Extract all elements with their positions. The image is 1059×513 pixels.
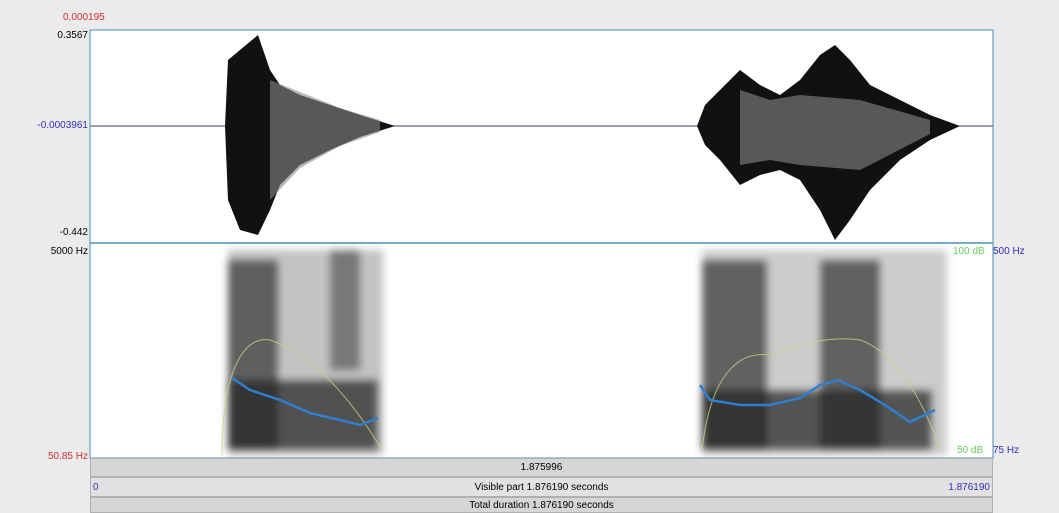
spectrogram — [228, 250, 947, 455]
amplitude-min: -0.442 — [59, 227, 88, 238]
intensity-curve — [221, 338, 941, 456]
intensity-max: 100 dB — [953, 246, 985, 257]
cursor-value: 0.000195 — [63, 12, 105, 23]
end-time: 1.876190 — [948, 482, 990, 493]
amplitude-max: 0.3567 — [57, 30, 88, 41]
waveform — [225, 35, 960, 240]
pitch-min: 75 Hz — [993, 445, 1020, 456]
min-frequency: 50.85 Hz — [47, 451, 88, 462]
start-time: 0 — [93, 482, 99, 493]
pitch-max: 500 Hz — [993, 246, 1025, 257]
amplitude-zero: -0.0003961 — [37, 120, 88, 131]
intensity-min: 50 dB — [957, 445, 984, 456]
max-frequency: 5000 Hz — [50, 246, 88, 257]
cursor-bar[interactable]: 1.875996 — [90, 458, 993, 477]
visible-bar[interactable]: 0 Visible part 1.876190 seconds 1.876190 — [90, 477, 993, 497]
visible-duration: Visible part 1.876190 seconds — [474, 482, 609, 493]
total-bar[interactable]: Total duration 1.876190 seconds — [90, 497, 993, 513]
pitch-curve — [231, 376, 936, 427]
